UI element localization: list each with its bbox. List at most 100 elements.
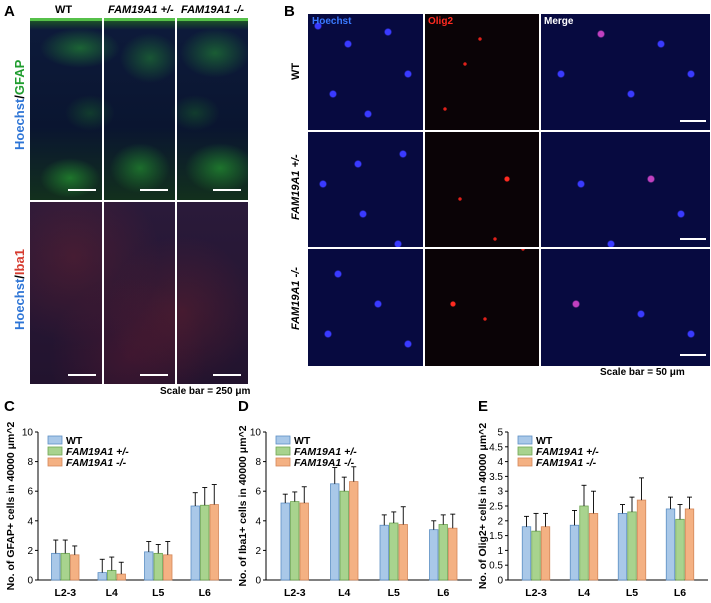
bar [144,551,154,581]
y-tick-label: 0 [255,576,261,587]
panel-b-scale-text: Scale bar = 50 μm [600,367,685,378]
iba1-micrograph [30,202,248,384]
legend-label: FAM19A1 -/- [294,457,355,469]
bar [290,501,300,581]
panel-a-scale-text: Scale bar = 250 μm [160,386,251,397]
olig2-micrograph-grid [308,14,710,366]
x-tick-label: L6 [674,587,686,599]
bar [540,526,551,581]
x-tick-label: L4 [106,587,118,599]
bar [280,502,290,581]
legend-label: FAM19A1 +/- [536,446,599,458]
x-tick-label: L6 [437,587,449,599]
panel-b-row-het: FAM19A1 +/- [290,154,302,220]
bar [190,505,200,581]
legend-label: FAM19A1 +/- [294,446,357,458]
bar [349,481,359,581]
legend-label: FAM19A1 -/- [536,457,597,469]
scale-bar [213,189,241,191]
legend-label: FAM19A1 -/- [66,457,127,469]
bar [675,518,685,581]
bar [209,504,219,581]
olig2-column [425,14,539,366]
y-tick-label: 1.5 [489,531,503,542]
gfap-bar-chart: No. of GFAP+ cells in 40000 μm^2 0 2 4 6 8 10 L… [5,422,232,599]
y-tick-label: 6 [255,487,261,498]
legend-swatch [47,446,63,456]
bar [379,524,389,581]
panel-b-row-wt: WT [290,62,302,80]
bar [200,504,210,581]
x-tick-label: L4 [578,587,590,599]
scale-bar [680,120,706,122]
bar [299,502,309,581]
y-tick-label: 3.5 [489,472,503,483]
panel-label-b: B [284,3,295,20]
y-tick-label: 2 [27,546,33,557]
y-tick-label: 0.5 [489,561,503,572]
channel-label-hoechst: Hoechst [312,16,352,27]
gfap-row-label: Hoechst/GFAP [12,59,27,150]
x-tick-label: L2-3 [525,587,547,599]
legend-label: WT [294,435,311,447]
bar [521,526,532,581]
y-tick-label: 10 [250,428,262,439]
bar [627,511,637,581]
bar [684,508,695,581]
legend-swatch [275,446,291,456]
bar [70,554,80,581]
panel-a-col-ko: FAM19A1 -/- [181,4,244,16]
y-tick-label: 8 [27,457,33,468]
legend-swatch [517,435,533,445]
scale-bar [68,189,96,191]
legend-swatch [47,435,63,445]
gfap-micrograph [30,18,248,200]
y-tick-label: 8 [255,457,261,468]
y-tick-label: 4 [27,516,33,527]
x-tick-label: L5 [626,587,638,599]
bar [588,513,599,581]
olig2-bar-chart: No. of Olig2+ cells in 40000 μm^2 0 0.5 1 1.… [477,423,708,599]
bar [579,505,589,581]
bar [389,522,399,581]
panel-a-col-wt: WT [55,4,73,16]
bar [617,513,628,581]
bar [60,552,70,581]
legend-swatch [47,457,63,467]
legend-swatch [275,457,291,467]
legend-label: WT [536,435,553,447]
y-tick-label: 2 [497,516,503,527]
y-tick-label: 4.5 [489,442,503,453]
bar [97,572,107,581]
bar [429,529,439,581]
bar [153,552,163,581]
x-tick-label: L6 [199,587,211,599]
bar [636,499,647,581]
iba1-row-label: Hoechst/Iba1 [12,249,27,330]
y-tick-label: 3 [497,487,503,498]
bar [107,569,117,581]
bar [330,483,340,581]
panel-label-a: A [4,3,15,20]
bar [163,554,173,581]
legend-label: WT [66,435,83,447]
y-tick-label: 1 [497,546,503,557]
x-tick-label: L2-3 [284,587,306,599]
y-tick-label: 4 [255,516,261,527]
bar [569,524,580,581]
y-axis-label: No. of GFAP+ cells in 40000 μm^2 [5,422,17,591]
panel-label-d: D [238,398,249,415]
y-tick-label: 2 [255,546,261,557]
scale-bar [140,189,168,191]
y-tick-label: 0 [27,576,33,587]
bar [448,527,458,581]
scale-bar [140,374,168,376]
y-tick-label: 6 [27,487,33,498]
scale-bar [680,354,706,356]
scale-bar [68,374,96,376]
x-tick-label: L2-3 [54,587,76,599]
bar [339,490,349,581]
bar [398,524,408,581]
legend-swatch [517,446,533,456]
panel-label-c: C [4,398,15,415]
